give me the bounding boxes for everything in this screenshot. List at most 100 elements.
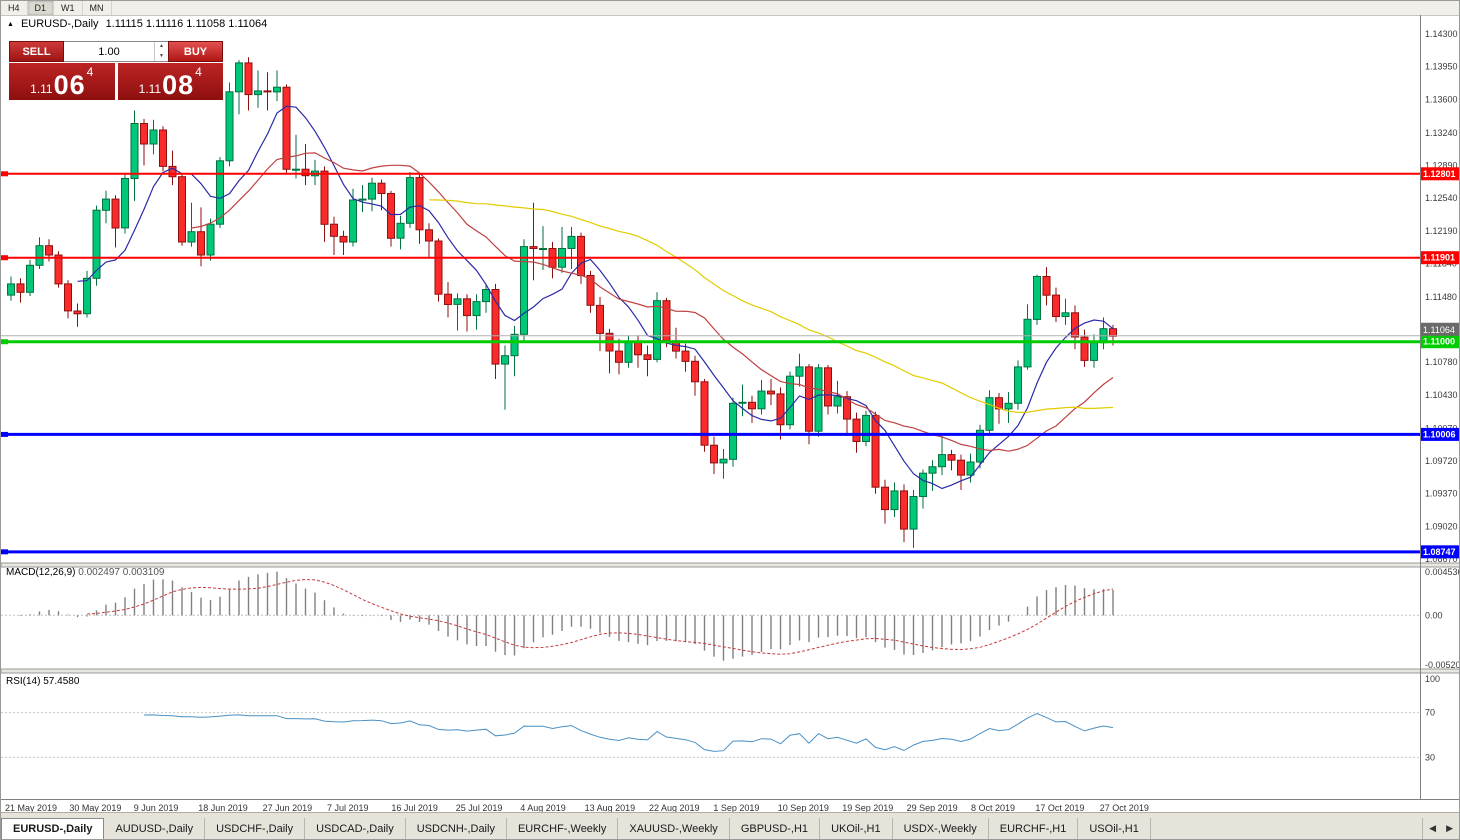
timeframe-toolbar: H4 D1 W1 MN [1, 1, 1459, 16]
symbol-tab-usdcnh-daily[interactable]: USDCNH-,Daily [406, 818, 507, 839]
symbol-tab-eurusd-daily[interactable]: EURUSD-,Daily [1, 818, 105, 839]
candle-body [7, 283, 15, 296]
symbol-tab-xauusd-weekly[interactable]: XAUUSD-,Weekly [618, 818, 730, 839]
candle-body [824, 367, 832, 407]
candle-body [653, 300, 661, 360]
candle-body [396, 222, 405, 239]
candle-body [453, 298, 462, 305]
hline-left-marker [1, 339, 8, 345]
svg-text:0.004536: 0.004536 [1425, 567, 1460, 577]
candle-body [45, 245, 53, 256]
symbol-tab-eurchf-h1[interactable]: EURCHF-,H1 [989, 818, 1079, 839]
one-click-trading-panel: SELL 1.00 ▲ ▼ BUY 1.11 06 4 1.11 08 4 [9, 41, 223, 100]
svg-text:1.12190: 1.12190 [1425, 226, 1458, 236]
timeframe-button-mn[interactable]: MN [83, 1, 112, 15]
candle-body [349, 199, 357, 243]
candle-body [852, 418, 861, 443]
volume-up-icon[interactable]: ▲ [159, 43, 164, 49]
svg-text:70: 70 [1425, 708, 1435, 718]
candle-body [1109, 328, 1117, 337]
candle-body [235, 62, 243, 93]
svg-text:18 Jun 2019: 18 Jun 2019 [198, 803, 248, 813]
macd-panel: 0.004536 0.00 -0.005205 [1, 567, 1460, 670]
candle-body [814, 367, 823, 432]
candle-body [890, 490, 899, 511]
svg-text:1.09720: 1.09720 [1425, 456, 1458, 466]
tabs-scroll-right-icon[interactable]: ▶ [1446, 823, 1453, 833]
sell-button[interactable]: SELL [9, 41, 64, 62]
candle-body [624, 342, 633, 363]
svg-text:9 Jun 2019: 9 Jun 2019 [134, 803, 179, 813]
bottom-strip: EURUSD-,Daily AUDUSD-,Daily USDCHF-,Daily U… [1, 812, 1459, 839]
buy-button[interactable]: BUY [168, 41, 223, 62]
candle-body [83, 277, 91, 315]
candle-body [900, 490, 908, 530]
candle-body [634, 342, 642, 356]
candle-body [719, 458, 728, 464]
candle-body [159, 129, 167, 167]
svg-text:1.11064: 1.11064 [1423, 325, 1455, 335]
svg-text:1.10780: 1.10780 [1425, 357, 1458, 367]
candle-body [187, 231, 196, 243]
symbol-tab-ukoil-h1[interactable]: UKOil-,H1 [820, 818, 893, 839]
svg-text:1.12801: 1.12801 [1423, 169, 1456, 179]
candle-body [871, 414, 880, 488]
symbol-tab-usdx-weekly[interactable]: USDX-,Weekly [893, 818, 989, 839]
candle-body [54, 254, 63, 285]
symbol-tab-usdchf-daily[interactable]: USDCHF-,Daily [205, 818, 306, 839]
svg-text:1.13950: 1.13950 [1425, 62, 1458, 72]
candle-body [301, 168, 310, 177]
candle-body [368, 182, 376, 200]
volume-value[interactable]: 1.00 [98, 45, 120, 58]
chart-canvas[interactable]: 1.14300 1.13950 1.13600 1.13240 1.12890 1.125… [1, 15, 1460, 815]
svg-text:0.00: 0.00 [1425, 610, 1443, 620]
candle-body [596, 304, 604, 334]
candle-body [586, 275, 595, 306]
candle-body [463, 298, 471, 317]
sell-price-display[interactable]: 1.11 06 4 [9, 63, 115, 100]
svg-text:30 May 2019: 30 May 2019 [69, 803, 121, 813]
macd-signal-line [86, 578, 1114, 655]
candle-body [168, 165, 177, 178]
symbol-tab-gbpusd-h1[interactable]: GBPUSD-,H1 [730, 818, 821, 839]
candle-body [510, 333, 519, 357]
volume-spinner[interactable]: 1.00 ▲ ▼ [64, 41, 168, 62]
timeframe-buttons: H4 D1 W1 MN [1, 1, 112, 15]
candle-body [491, 289, 500, 365]
hline-price-tag [1421, 335, 1459, 349]
candle-body [700, 381, 709, 446]
candle-body [377, 182, 386, 194]
candle-body [92, 209, 101, 279]
candle-body [681, 350, 690, 362]
candle-body [140, 123, 148, 145]
tabs-scroll-left-icon[interactable]: ◀ [1429, 823, 1437, 833]
sell-price-point: 4 [86, 65, 94, 79]
symbol-tab-audusd-daily[interactable]: AUDUSD-,Daily [104, 818, 206, 839]
svg-text:17 Oct 2019: 17 Oct 2019 [1035, 803, 1084, 813]
symbol-tab-usdcad-daily[interactable]: USDCAD-,Daily [305, 818, 406, 839]
buy-price-display[interactable]: 1.11 08 4 [117, 63, 223, 100]
timeframe-button-w1[interactable]: W1 [54, 1, 83, 15]
candle-body [776, 393, 785, 426]
panel-separator[interactable] [1, 668, 1460, 674]
candle-body [244, 62, 253, 96]
timeframe-button-h4[interactable]: H4 [1, 1, 28, 15]
candle-body [1061, 312, 1070, 317]
candle-body [909, 496, 918, 530]
svg-text:1.08670: 1.08670 [1425, 554, 1458, 564]
svg-text:29 Sep 2019: 29 Sep 2019 [907, 803, 958, 813]
collapse-icon[interactable]: ▲ [7, 20, 14, 28]
candle-body [254, 90, 262, 96]
candle-body [406, 177, 414, 224]
svg-text:1.10006: 1.10006 [1423, 429, 1456, 439]
panel-separator[interactable] [1, 562, 1460, 568]
chart-symbol-label: EURUSD-,Daily [20, 18, 99, 30]
volume-down-icon[interactable]: ▼ [159, 52, 164, 59]
current-price-marker: 1.11064 [1, 322, 1459, 337]
timeframe-button-d1[interactable]: D1 [27, 1, 55, 15]
candle-body [729, 402, 737, 460]
symbol-tab-usoil-h1[interactable]: USOil-,H1 [1078, 818, 1151, 839]
candle-body [178, 176, 186, 243]
candle-body [1042, 276, 1051, 296]
symbol-tab-eurchf-weekly[interactable]: EURCHF-,Weekly [507, 818, 619, 839]
